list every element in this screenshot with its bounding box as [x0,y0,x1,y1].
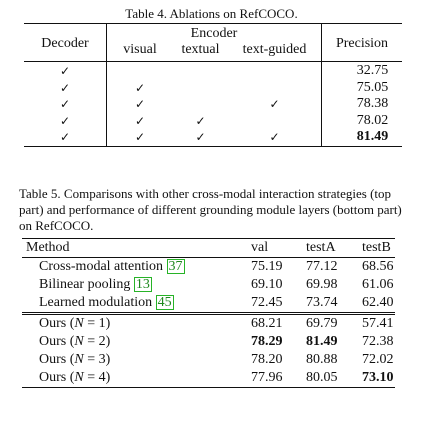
testA-value: 80.05 [306,369,362,388]
layer-method: Ours (N = 4) [22,369,251,388]
visual-check: ✓ [134,113,146,128]
val-value: 78.29 [251,334,283,349]
val-value: 72.45 [251,295,283,310]
ablation-table: Decoder Encoder Precision visual textual… [24,23,402,147]
visual-check [106,61,173,80]
method-label: Ours [39,316,67,331]
precision-value: 75.05 [356,79,389,95]
method-label: Ours [39,352,67,367]
layer-method: Ours (N = 1) [22,312,251,333]
testA-value: 69.79 [306,312,362,333]
comparison-table: Method val testA testB Cross-modal atten… [22,238,395,388]
ablation-row: ✓ ✓ ✓ ✓ 81.49 [24,129,402,147]
textual-check: ✓ [173,129,228,147]
val-value: 75.19 [251,259,283,274]
layer-count: 3 [98,352,106,367]
method-label: Bilinear pooling [39,277,131,292]
method-name: Cross-modal attention 37 [22,258,251,277]
decoder-check: ✓ [24,61,107,80]
textual-check [173,80,228,97]
layer-row: Ours (N = 3) 78.20 80.88 72.02 [22,351,395,369]
precision-value: 78.02 [356,112,389,128]
layer-row: Ours (N = 1) 68.21 69.79 57.41 [22,312,395,333]
visual-header: visual [123,42,157,57]
decoder-check: ✓ [24,96,107,113]
layer-count: 2 [98,334,106,349]
method-name: Learned modulation 45 [22,294,251,314]
citation-link[interactable]: 37 [166,259,185,274]
ablation-row: ✓ ✓ ✓ 78.02 [24,112,402,129]
layer-count: 4 [98,370,106,385]
text-guided-check: ✓ [228,129,322,147]
layer-symbol: N [74,316,84,331]
val-value: 68.21 [251,312,306,333]
method-label: Ours [39,334,67,349]
citation-link[interactable]: 45 [155,295,174,310]
layer-symbol: N [74,352,84,367]
layer-method: Ours (N = 3) [39,352,111,367]
visual-check: ✓ [134,97,146,112]
text-guided-header: text-guided [228,42,322,62]
layer-row: Ours (N = 2) 78.29 81.49 72.38 [22,333,395,351]
testA-value: 81.49 [306,334,338,349]
val-value: 77.96 [251,369,306,388]
comparison-header-row: Method val testA testB [22,238,395,258]
comparison-row: Cross-modal attention 37 75.19 77.12 68.56 [22,258,395,277]
ablation-row: ✓ ✓ ✓ 78.38 [24,96,402,113]
layer-symbol: N [74,370,84,385]
testB-value: 61.06 [362,277,394,292]
val-value: 78.20 [251,352,283,367]
textual-header: textual [181,42,220,57]
table5-caption: Table 5. Comparisons with other cross-mo… [19,186,402,233]
testA-value: 73.74 [306,295,338,310]
visual-check: ✓ [106,129,173,147]
testB-value: 73.10 [362,369,395,388]
testB-value: 68.56 [362,259,394,274]
val-value: 69.10 [251,277,283,292]
comparison-row: Learned modulation 45 72.45 73.74 62.40 [22,294,395,314]
testB-value: 72.02 [362,352,394,367]
method-label: Ours [39,370,67,385]
table4-caption: Table 4. Ablations on RefCOCO. [125,6,298,21]
ablation-row: ✓ 32.75 [24,61,402,80]
testA-value: 69.98 [306,277,338,292]
text-guided-check: ✓ [228,96,322,113]
text-guided-check [228,61,322,80]
decoder-check: ✓ [24,112,107,129]
method-label: Learned modulation [39,295,153,310]
method-label: Cross-modal attention [39,259,164,274]
ablation-table-body: ✓ 32.75 ✓ ✓ 75.05 ✓ ✓ ✓ 78.38 ✓ ✓ ✓ 78.02 ✓ ✓ ✓ ✓ 81.49 [24,61,402,147]
decoder-check: ✓ [24,129,107,147]
textual-check: ✓ [195,113,206,128]
precision-value: 32.75 [321,61,402,80]
testB-header: testB [362,238,395,258]
layer-method: Ours (N = 2) [39,334,111,349]
val-header: val [251,238,306,258]
precision-value: 78.38 [356,96,389,112]
decoder-header: Decoder [24,23,107,62]
layer-symbol: N [74,334,84,349]
testA-value: 80.88 [306,352,338,367]
textual-check [173,96,228,113]
layer-count: 1 [98,316,106,331]
citation-link[interactable]: 13 [133,277,152,292]
testA-value: 77.12 [306,259,338,274]
text-guided-check [228,112,322,129]
testB-value: 57.41 [362,312,395,333]
textual-check [173,61,228,80]
testB-value: 72.38 [362,334,394,349]
decoder-check: ✓ [24,79,107,96]
encoder-header: Encoder [106,23,322,42]
method-header: Method [22,238,251,258]
text-guided-check [228,79,322,96]
visual-check: ✓ [134,80,146,95]
method-name: Bilinear pooling 13 [22,276,251,294]
comparison-row: Bilinear pooling 13 69.10 69.98 61.06 [22,276,395,294]
precision-header: Precision [321,23,402,62]
testB-value: 62.40 [362,295,394,310]
layer-row: Ours (N = 4) 77.96 80.05 73.10 [22,369,395,388]
testA-header: testA [306,238,362,258]
precision-value: 81.49 [321,129,402,147]
ablation-row: ✓ ✓ 75.05 [24,79,402,97]
